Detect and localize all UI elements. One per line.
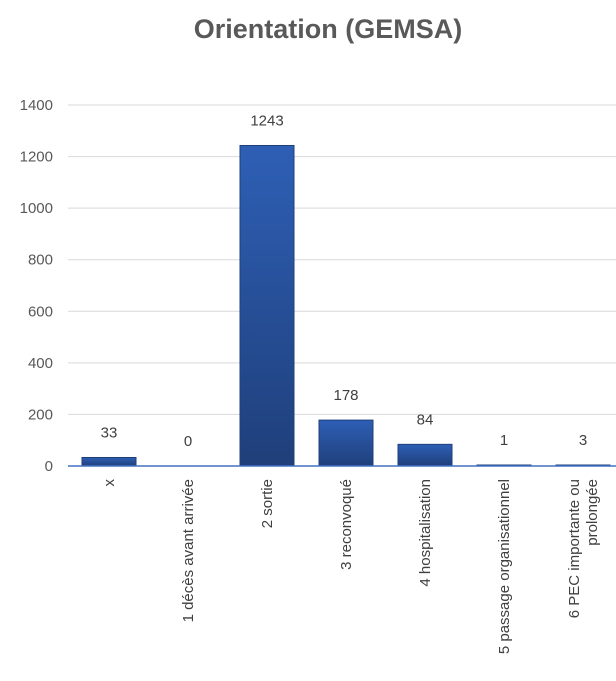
y-tick-label: 200 xyxy=(28,406,53,423)
data-label-6: 3 xyxy=(579,432,587,449)
bar-0 xyxy=(81,456,137,467)
bar-4 xyxy=(397,443,453,467)
gridlines xyxy=(68,104,616,415)
category-label-3: 3 reconvoqué xyxy=(338,479,355,570)
data-label-4: 84 xyxy=(417,411,434,428)
y-tick-label: 1400 xyxy=(20,97,53,114)
y-tick-label: 800 xyxy=(28,252,53,269)
data-label-5: 1 xyxy=(500,432,508,449)
category-label-2: 2 sortie xyxy=(259,479,276,528)
category-label-6: prolongée xyxy=(584,479,601,546)
y-tick-label: 1200 xyxy=(20,149,53,166)
data-label-1: 0 xyxy=(184,433,192,450)
data-label-2: 1243 xyxy=(250,112,283,129)
data-labels: 33 0 1243 178 84 1 3 xyxy=(101,112,588,450)
category-label-6: 6 PEC importante ou xyxy=(566,479,583,618)
y-axis: 0 200 400 600 800 1000 1200 1400 xyxy=(20,97,53,475)
data-label-3: 178 xyxy=(333,387,358,404)
category-label-4: 4 hospitalisation xyxy=(417,479,434,587)
y-tick-label: 600 xyxy=(28,303,53,320)
y-tick-label: 0 xyxy=(45,458,53,475)
category-labels: x 1 décès avant arrivée 2 sortie 3 reconvoq… xyxy=(101,479,601,655)
data-label-0: 33 xyxy=(101,424,118,441)
bars xyxy=(81,144,611,467)
bar-2 xyxy=(239,144,295,467)
y-tick-label: 400 xyxy=(28,355,53,372)
chart-title: Orientation (GEMSA) xyxy=(193,14,463,44)
category-label-5: 5 passage organisationnel xyxy=(496,479,513,654)
bar-3 xyxy=(318,419,374,467)
category-label-1: 1 décès avant arrivée xyxy=(180,479,197,622)
category-label-0: x xyxy=(101,479,118,487)
y-tick-label: 1000 xyxy=(20,200,53,217)
